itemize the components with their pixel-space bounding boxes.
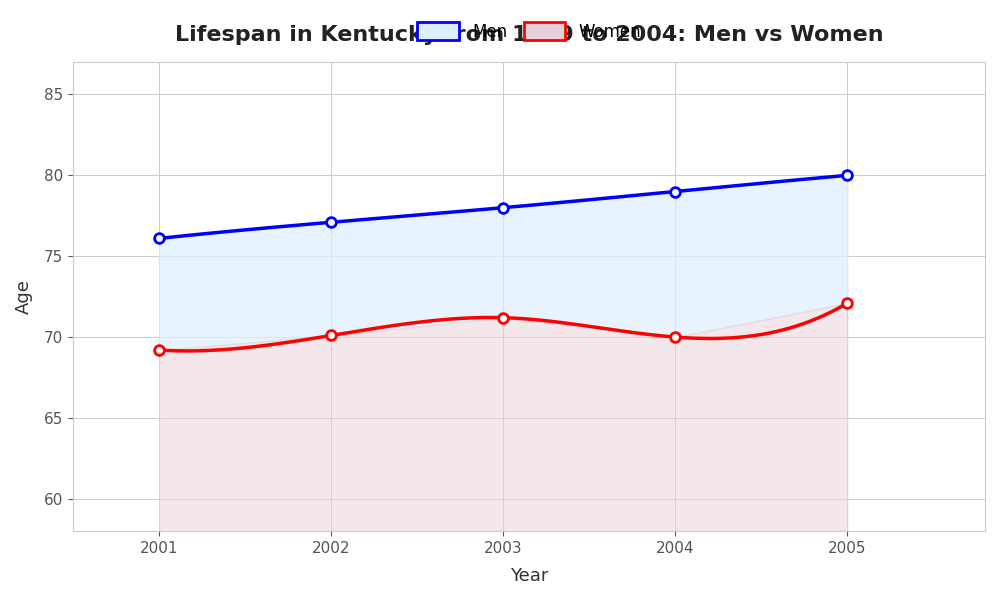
Legend: Men, Women: Men, Women [409, 14, 650, 49]
Y-axis label: Age: Age [15, 279, 33, 314]
X-axis label: Year: Year [510, 567, 548, 585]
Title: Lifespan in Kentucky from 1979 to 2004: Men vs Women: Lifespan in Kentucky from 1979 to 2004: … [175, 25, 883, 45]
